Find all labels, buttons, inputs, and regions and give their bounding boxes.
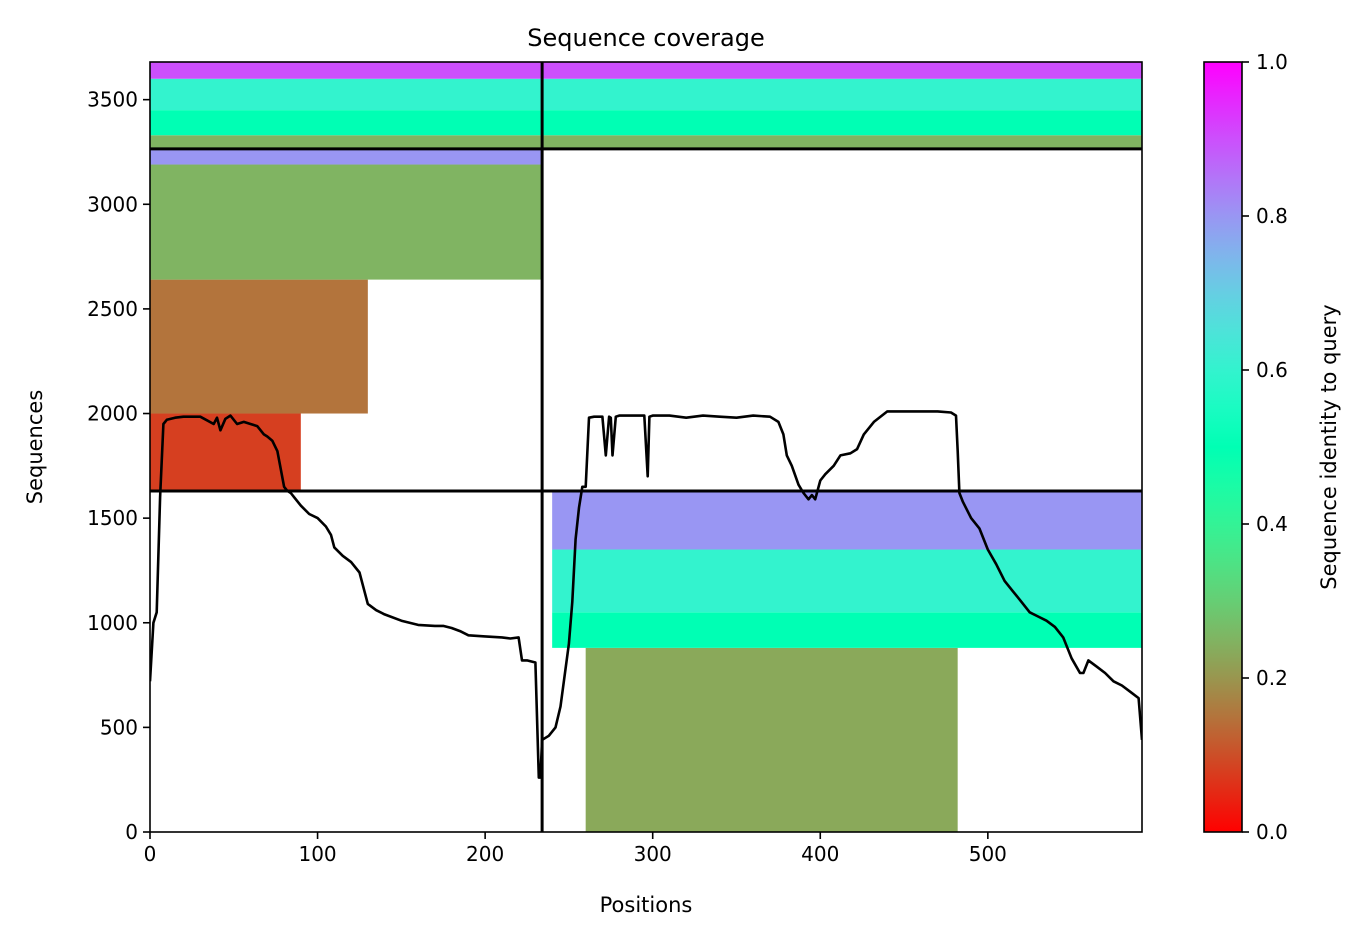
- y-tick-label: 1500: [87, 506, 138, 530]
- y-tick-label: 3500: [87, 88, 138, 112]
- coverage-band-AB-0: [150, 135, 1142, 149]
- coverage-line: [150, 410, 1142, 779]
- coverage-band-A-2: [150, 164, 543, 280]
- y-axis: 0 500 1000 1500 2000 2500 3000 3500: [87, 88, 150, 844]
- colorbar-frame: [1203, 61, 1243, 833]
- y-tick-label: 1000: [87, 611, 138, 635]
- y-tick-label: 2500: [87, 297, 138, 321]
- coverage-band-A-0: [150, 413, 301, 491]
- x-axis: 0 100 200 300 400 500: [144, 832, 1007, 866]
- coverage-band-B-1: [552, 612, 1142, 648]
- x-tick-label: 100: [298, 842, 336, 866]
- coverage-band-A-3: [150, 148, 543, 165]
- y-tick-label: 2000: [87, 402, 138, 426]
- x-tick-label: 0: [144, 842, 157, 866]
- colorbar-tick-label: 0.2: [1256, 666, 1288, 690]
- colorbar-tick-label: 0.4: [1256, 512, 1288, 536]
- x-axis-label: Positions: [600, 893, 693, 917]
- coverage-band-B-3: [552, 490, 1142, 550]
- colorbar-tick-label: 0.0: [1256, 820, 1288, 844]
- coverage-band-AB-3: [150, 62, 1142, 79]
- coverage-band-AB-2: [150, 78, 1142, 111]
- chart-title: Sequence coverage: [527, 24, 764, 52]
- colorbar-label: Sequence identity to query: [1317, 304, 1341, 589]
- colorbar-tick-label: 1.0: [1256, 50, 1288, 74]
- coverage-band-B-2: [552, 549, 1142, 613]
- plot-frame: [149, 61, 1143, 833]
- y-tick-label: 500: [100, 715, 138, 739]
- colorbar: [1204, 62, 1242, 832]
- x-tick-label: 400: [801, 842, 839, 866]
- x-tick-label: 500: [969, 842, 1007, 866]
- coverage-band-B-0: [585, 647, 958, 832]
- y-tick-label: 3000: [87, 192, 138, 216]
- coverage-band-AB-1: [150, 110, 1142, 136]
- colorbar-axis: 0.0 0.2 0.4 0.6 0.8 1.0: [1242, 50, 1288, 844]
- x-tick-label: 200: [466, 842, 504, 866]
- y-tick-label: 0: [125, 820, 138, 844]
- colorbar-tick-label: 0.6: [1256, 358, 1288, 382]
- chain-boundaries: [150, 62, 1142, 832]
- x-tick-label: 300: [634, 842, 672, 866]
- colorbar-tick-label: 0.8: [1256, 204, 1288, 228]
- coverage-band-A-1: [150, 279, 368, 414]
- y-axis-label: Sequences: [23, 390, 47, 505]
